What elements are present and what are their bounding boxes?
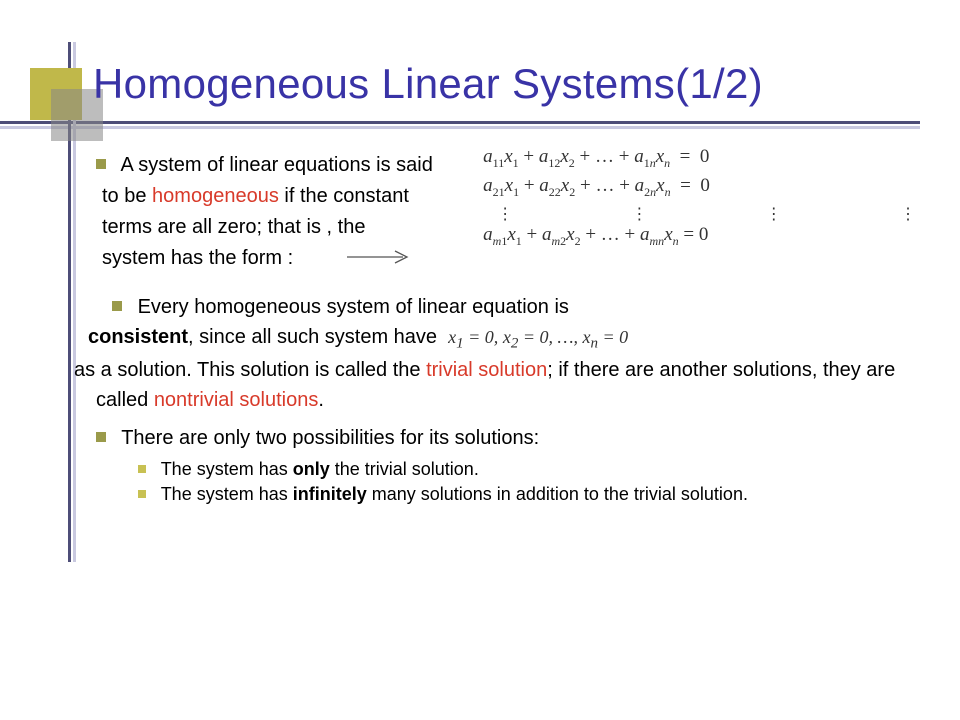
bullet-4a: The system has only the trivial solution… xyxy=(90,459,942,480)
text: Every homogeneous system of linear equat… xyxy=(138,296,569,318)
text: terms are all zero; that is , the xyxy=(124,212,469,243)
bullet-icon xyxy=(96,159,106,169)
text: The system has xyxy=(161,484,293,504)
text: A system of linear equations is said xyxy=(120,154,432,176)
text: There are only two possibilities for its… xyxy=(121,427,539,449)
text: system has the form : xyxy=(124,243,469,274)
bullet-4b: The system has infinitely many solutions… xyxy=(90,484,942,505)
bullet-icon xyxy=(138,465,146,473)
highlighted-word: nontrivial solutions xyxy=(154,389,319,411)
text: . xyxy=(318,389,324,411)
bullet-3: There are only two possibilities for its… xyxy=(90,423,942,453)
text: The system has xyxy=(161,459,293,479)
arrow-icon xyxy=(345,247,415,267)
text: if the constant xyxy=(279,185,409,207)
text: as a solution. This solution is called t… xyxy=(74,359,426,381)
vertical-dots: ⋮⋮⋮⋮ xyxy=(483,204,942,224)
slide-title: Homogeneous Linear Systems(1/2) xyxy=(93,60,763,108)
equation-system: a11x1 + a12x2 + … + a1nxn = 0 a21x1 + a2… xyxy=(483,146,942,252)
highlighted-word: infinitely xyxy=(293,484,367,504)
equation-inline: x1 = 0, x2 = 0, …, xn = 0 xyxy=(448,327,628,347)
slide-body: A system of linear equations is said to … xyxy=(90,150,942,505)
text: the trivial solution. xyxy=(330,459,479,479)
highlighted-word: trivial solution xyxy=(426,359,547,381)
text: , since all such system have xyxy=(188,326,437,348)
text: to be xyxy=(102,185,152,207)
bullet-icon xyxy=(96,432,106,442)
highlighted-word: only xyxy=(293,459,330,479)
bullet-icon xyxy=(138,490,146,498)
highlighted-word: homogeneous xyxy=(152,185,279,207)
bullet-icon xyxy=(112,301,122,311)
bullet-2: Every homogeneous system of linear equat… xyxy=(90,292,942,415)
text: many solutions in addition to the trivia… xyxy=(367,484,748,504)
highlighted-word: consistent xyxy=(88,326,188,348)
